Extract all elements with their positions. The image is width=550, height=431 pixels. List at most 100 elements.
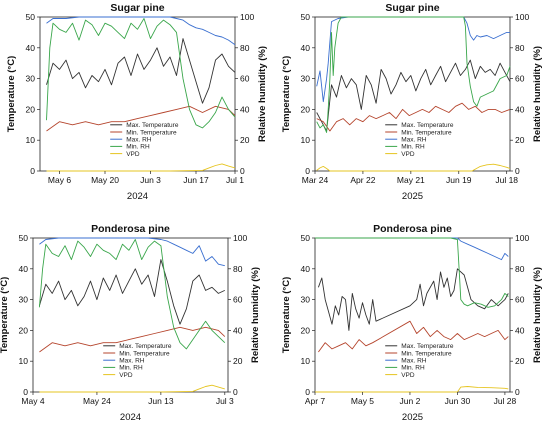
x-tick-label: Jun 2 [400,396,421,406]
series-line-min-rh [315,237,509,308]
series-line-min-rh [46,18,236,129]
x-tick-label: May 4 [21,396,44,406]
y-axis-label: Temperature (°C) [281,56,292,132]
y2-tick-label: 60 [515,295,525,305]
y-tick-label: 20 [301,325,311,335]
y-tick-label: 10 [26,135,36,145]
x-tick-label: Jul 1 [226,175,244,185]
x-tick-label: Jun 30 [445,396,471,406]
legend-entry: Max. Temperature [401,343,454,350]
y-tick-label: 0 [23,387,28,397]
y-tick-label: 10 [19,356,29,366]
legend-entry: Min. Temperature [401,350,452,357]
legend-entry: VPD [401,151,415,158]
x-tick-label: May 5 [351,396,374,406]
y2-tick-label: 60 [515,74,525,84]
legend-entry: Min. RH [401,144,425,151]
legend-entry: Min. RH [119,365,143,372]
legend-entry: VPD [401,372,415,379]
chart-panel-1: Sugar pine 0 10 20 30 40 50 0 20 40 60 80 100 May 6 Ma… [6,2,268,202]
x-axis-label: 2024 [127,191,148,202]
y-tick-label: 0 [305,387,310,397]
chart-title: Ponderosa pine [91,223,170,235]
x-tick-label: Jul 18 [495,175,518,185]
x-tick-label: May 24 [83,396,111,406]
y-tick-label: 40 [301,264,311,274]
series-line-max-rh [316,16,510,103]
chart-panel-4: Ponderosa pine 0 10 20 30 40 50 0 20 40 60 80 100 Apr… [281,223,543,423]
y2-tick-label: 100 [515,233,529,243]
series-line-max-temperature [317,268,509,331]
y2-axis-label: Relative humidity (%) [532,267,543,363]
x-tick-label: Mar 24 [302,175,329,185]
legend-entry: Max. RH [401,137,427,144]
x-tick-label: Apr 7 [305,396,326,406]
y-tick-label: 30 [19,295,29,305]
y-tick-label: 0 [305,166,310,176]
chart-title: Ponderosa pine [373,223,452,235]
series-line-vpd [316,163,511,172]
y2-tick-label: 40 [233,325,243,335]
x-tick-label: May 6 [48,175,71,185]
y2-tick-label: 80 [515,264,525,274]
legend-entry: Min. RH [126,144,150,151]
y2-tick-label: 40 [240,104,250,114]
y2-tick-label: 60 [233,295,243,305]
y-tick-label: 20 [19,325,29,335]
y2-tick-label: 100 [515,12,529,22]
series-line-vpd [315,386,509,393]
legend-entry: Max. Temperature [401,122,454,129]
y2-tick-label: 40 [515,104,525,114]
y-tick-label: 40 [26,43,36,53]
y2-tick-label: 0 [515,166,520,176]
y-tick-label: 40 [19,264,29,274]
y2-tick-label: 0 [240,166,245,176]
y2-tick-label: 20 [240,135,250,145]
y-tick-label: 40 [301,43,311,53]
y-tick-label: 10 [301,356,311,366]
x-tick-label: Apr 22 [350,175,375,185]
series-line-min-temperature [316,102,511,132]
series-line-max-rh [46,16,236,46]
legend-entry: VPD [126,151,140,158]
y2-tick-label: 100 [240,12,254,22]
y2-tick-label: 80 [240,43,250,53]
series-line-max-rh [315,237,509,261]
y-tick-label: 20 [301,104,311,114]
legend-entry: Min. Temperature [401,129,452,136]
legend-entry: Max. RH [401,358,427,365]
series-line-min-temperature [46,105,236,132]
y2-tick-label: 60 [240,74,250,84]
y2-tick-label: 20 [515,356,525,366]
y-tick-label: 0 [30,166,35,176]
x-tick-label: Jul 28 [494,396,517,406]
x-tick-label: Jun 13 [148,396,174,406]
series-line-max-temperature [46,38,236,104]
legend-entry: Max. RH [126,137,152,144]
y-tick-label: 20 [26,104,36,114]
x-tick-label: Jun 17 [183,175,209,185]
x-axis-label: 2025 [402,191,423,202]
legend-entry: Max. RH [119,358,145,365]
legend-entry: Max. Temperature [126,122,179,129]
y2-tick-label: 0 [233,387,238,397]
y2-axis-label: Relative humidity (%) [532,46,543,142]
x-tick-label: Jun 3 [140,175,161,185]
y2-tick-label: 0 [515,387,520,397]
legend-entry: VPD [119,372,133,379]
legend-entry: Min. Temperature [119,350,170,357]
y-tick-label: 50 [301,12,311,22]
series-line-max-temperature [316,59,511,132]
series-line-vpd [39,384,225,393]
chart-title: Sugar pine [110,2,164,14]
y-tick-label: 30 [301,74,311,84]
y-tick-label: 30 [301,295,311,305]
y2-tick-label: 20 [515,135,525,145]
y2-tick-label: 40 [515,325,525,335]
series-line-min-rh [38,239,226,350]
